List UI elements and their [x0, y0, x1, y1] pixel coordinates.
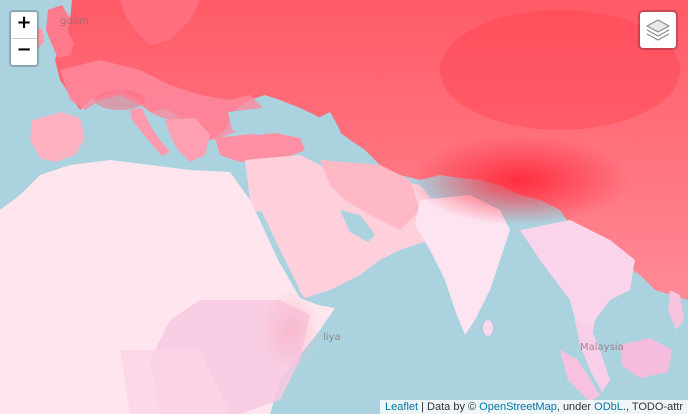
zoom-in-button[interactable]: + — [11, 12, 37, 39]
eurasia-land — [55, 0, 688, 300]
europe-land — [60, 60, 265, 140]
philippines-land — [668, 290, 684, 330]
alps-tone — [95, 90, 145, 110]
black-sea — [228, 108, 290, 135]
italy-land — [130, 108, 170, 156]
attribution-under: , under — [556, 401, 595, 413]
sumatra-land — [560, 350, 600, 402]
uk-land — [46, 5, 74, 58]
tibet-hot-zone — [410, 135, 630, 225]
borneo-land — [620, 338, 672, 378]
leaflet-link[interactable]: Leaflet — [385, 401, 419, 413]
persian-gulf — [340, 210, 375, 242]
zoom-out-button[interactable]: − — [11, 39, 37, 65]
layers-control-button[interactable] — [638, 10, 678, 50]
se-asia-land — [520, 220, 635, 345]
central-asia-hot — [440, 10, 680, 130]
iran-land — [320, 160, 420, 230]
attribution-separator: | Data by © — [418, 401, 480, 413]
caspian-sea — [318, 112, 345, 175]
turkey-land — [215, 132, 305, 162]
osm-link[interactable]: OpenStreetMap — [479, 401, 557, 413]
map-label-uk: gdom — [60, 16, 89, 27]
india-land — [415, 195, 510, 335]
scandinavia-land — [120, 0, 200, 45]
zoom-control: + − — [9, 10, 39, 67]
map-label-somalia: liya — [323, 332, 341, 343]
odbl-link[interactable]: ODbL — [594, 401, 623, 413]
attribution-tail: ., TODO-attr — [622, 401, 683, 413]
africa-south — [120, 350, 230, 414]
layers-icon — [645, 19, 671, 41]
sri-lanka-land — [483, 320, 493, 336]
iberia-land — [30, 112, 85, 162]
attribution: Leaflet | Data by © OpenStreetMap, under… — [380, 400, 688, 414]
malay-peninsula — [575, 320, 610, 392]
balkans-land — [165, 118, 210, 162]
map-label-malaysia: Malaysia — [580, 342, 624, 353]
east-africa-tone — [260, 290, 320, 370]
